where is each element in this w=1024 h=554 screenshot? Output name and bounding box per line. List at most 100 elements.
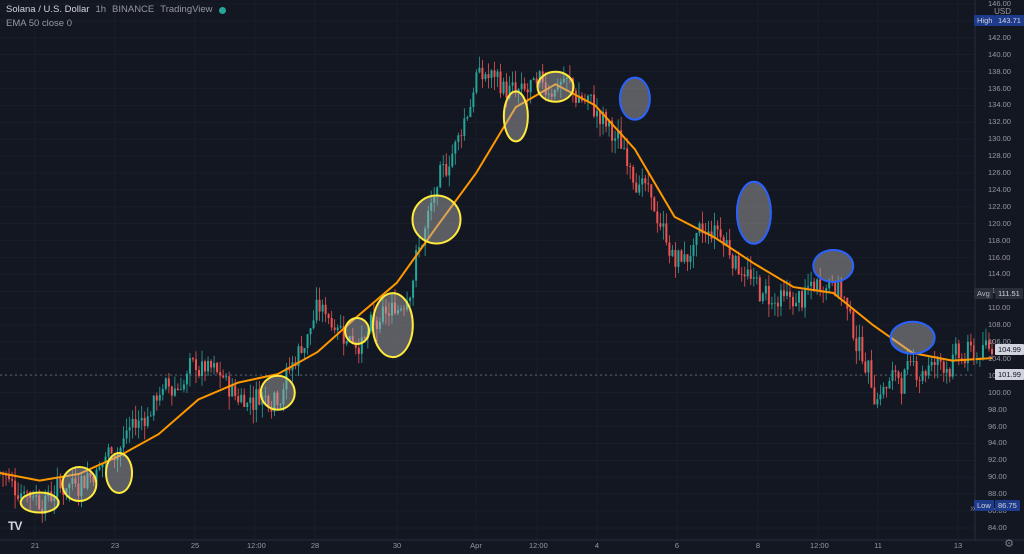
- candle-body: [234, 385, 237, 397]
- candle-body: [562, 78, 565, 83]
- candle-body: [635, 182, 638, 193]
- candle-body: [65, 488, 68, 495]
- blue-highlight-marker: [735, 180, 772, 245]
- candle-body: [225, 376, 228, 378]
- time-tick-label: 6: [674, 541, 680, 550]
- candle-body: [415, 250, 418, 281]
- candle-body: [864, 361, 867, 373]
- candle-body: [671, 250, 674, 256]
- candle-body: [321, 304, 324, 312]
- candle-body: [92, 476, 95, 483]
- gear-icon[interactable]: ⚙: [1004, 538, 1014, 550]
- candle-body: [502, 81, 505, 94]
- price-tick-label: 128.00: [988, 151, 1011, 161]
- candle-body: [798, 291, 801, 303]
- candle-body: [490, 70, 493, 79]
- candle-body: [390, 302, 393, 316]
- candle-body: [384, 306, 387, 314]
- candle-body: [53, 496, 56, 501]
- candle-body: [119, 447, 122, 455]
- candle-body: [553, 89, 556, 97]
- candle-body: [837, 280, 840, 297]
- candle-body: [44, 495, 47, 515]
- candle-body: [460, 135, 463, 137]
- candle-body: [270, 407, 273, 412]
- candle-body: [418, 247, 421, 251]
- candle-body: [632, 166, 635, 183]
- candle-body: [249, 397, 252, 404]
- candle-body: [14, 480, 17, 496]
- price-tick-label: 146.00: [988, 0, 1011, 8]
- candle-body: [719, 229, 722, 238]
- candle-body: [327, 314, 330, 318]
- candle-body: [767, 285, 770, 305]
- candle-body: [288, 367, 291, 371]
- candle-body: [360, 337, 363, 354]
- blue-highlight-marker: [618, 76, 651, 121]
- scroll-to-realtime-icon[interactable]: »: [970, 503, 976, 514]
- candle-body: [602, 111, 605, 125]
- candle-body: [255, 389, 258, 410]
- price-tick-label: 142.00: [988, 32, 1011, 42]
- candle-body: [258, 389, 261, 405]
- candle-body: [264, 396, 267, 397]
- candle-body: [188, 358, 191, 374]
- candle-body: [71, 478, 74, 484]
- candle-body: [936, 358, 939, 365]
- candle-body: [737, 255, 740, 275]
- candle-body: [412, 280, 415, 298]
- candle-body: [722, 237, 725, 246]
- candle-body: [38, 495, 41, 509]
- candle-body: [387, 313, 390, 316]
- candle-body: [125, 430, 128, 439]
- candle-body: [86, 473, 89, 489]
- candle-body: [629, 166, 632, 167]
- time-tick-label: Apr: [470, 541, 482, 550]
- candle-body: [442, 163, 445, 166]
- candle-body: [918, 380, 921, 381]
- candle-body: [237, 396, 240, 403]
- candle-body: [243, 394, 246, 408]
- candle-body: [855, 338, 858, 352]
- candle-body: [219, 372, 222, 376]
- price-tick-label: 106.00: [988, 337, 1011, 346]
- candle-body: [333, 327, 336, 331]
- price-tick-label: 124.00: [988, 184, 1011, 194]
- candle-body: [623, 148, 626, 150]
- candle-body: [279, 404, 282, 406]
- candle-body: [445, 163, 448, 176]
- candle-body: [493, 70, 496, 77]
- candle-body: [164, 378, 167, 389]
- candle-body: [945, 368, 948, 373]
- symbol-name[interactable]: Solana / U.S. Dollar: [6, 4, 90, 15]
- candle-body: [303, 347, 306, 353]
- time-tick-label: 28: [310, 541, 320, 550]
- low-label-tag: Low: [974, 500, 994, 511]
- ema-indicator-label[interactable]: EMA 50 close 0: [6, 18, 73, 29]
- candle-body: [930, 362, 933, 366]
- yellow-highlight-marker: [61, 465, 98, 502]
- candle-body: [23, 491, 26, 494]
- candle-body: [653, 197, 656, 212]
- candle-body: [381, 306, 384, 322]
- candle-body: [336, 327, 339, 331]
- candle-body: [987, 340, 990, 349]
- interval-label[interactable]: 1h: [95, 4, 107, 15]
- candle-body: [433, 196, 436, 203]
- candle-body: [873, 387, 876, 405]
- candle-body: [909, 361, 912, 362]
- tradingview-logo-icon[interactable]: TV: [8, 519, 22, 533]
- candle-body: [207, 360, 210, 372]
- candle-body: [300, 346, 303, 353]
- candle-body: [191, 358, 194, 360]
- candle-body: [740, 274, 743, 275]
- candle-body: [198, 370, 201, 377]
- candle-body: [662, 223, 665, 227]
- candle-body: [499, 71, 502, 94]
- candle-body: [900, 378, 903, 394]
- price-tick-label: 130.00: [988, 134, 1011, 144]
- candle-body: [161, 388, 164, 395]
- candle-body: [716, 225, 719, 230]
- candle-body: [626, 148, 629, 167]
